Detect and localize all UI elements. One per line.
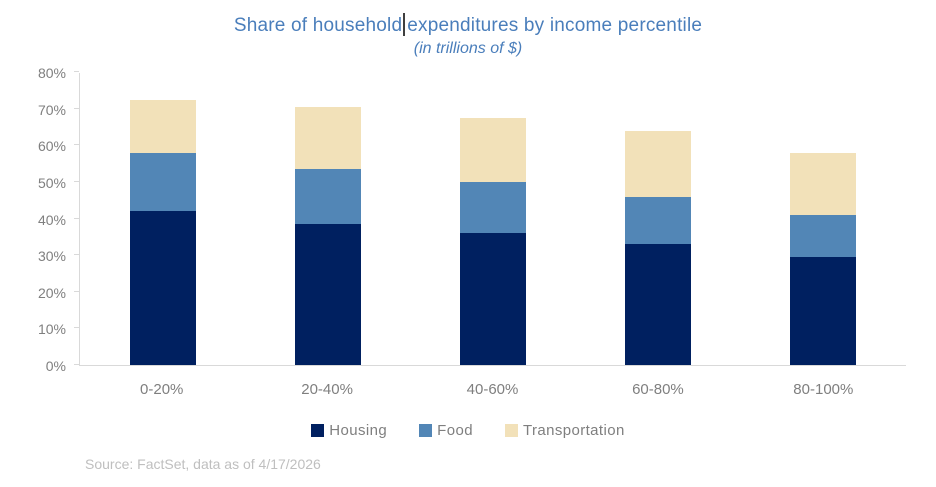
legend-swatch-icon — [419, 424, 433, 437]
legend-label: Transportation — [522, 422, 625, 439]
y-axis-label: 50% — [37, 174, 66, 191]
bar-segment-housing[interactable] — [790, 256, 857, 365]
y-axis-tick — [74, 290, 79, 292]
bar-segment-food[interactable] — [790, 214, 857, 257]
bar-slot — [245, 73, 410, 365]
legend-item-housing[interactable]: Housing — [311, 422, 387, 439]
y-axis-tick — [74, 71, 79, 72]
stacked-bar-20-40%[interactable] — [294, 106, 361, 365]
y-axis-label: 20% — [37, 284, 66, 301]
y-axis-tick — [74, 327, 79, 329]
legend-swatch-icon — [504, 424, 518, 437]
x-axis-label: 40-60% — [466, 381, 519, 398]
y-axis: 0% 10% 20% 30% 40% 50% 60% 70% 80% — [0, 65, 66, 374]
plot-area — [74, 71, 906, 366]
legend-label: Housing — [329, 422, 388, 439]
legend-label: Food — [437, 422, 473, 439]
x-axis-label: 20-40% — [301, 381, 353, 398]
legend: Housing Food Transportation — [0, 422, 936, 439]
bar-segment-housing[interactable] — [460, 233, 526, 365]
chart-title-text-right: expenditures by income percentile — [407, 15, 703, 36]
bar-segment-food[interactable] — [460, 181, 526, 234]
bar-slot — [741, 73, 906, 365]
bar-segment-housing[interactable] — [625, 244, 692, 365]
y-axis-label: 80% — [37, 65, 66, 81]
y-axis-label: 70% — [37, 101, 66, 118]
text-cursor — [403, 13, 406, 36]
y-axis-tick — [74, 180, 79, 182]
bar-segment-transportation[interactable] — [625, 130, 692, 197]
bar-slot — [80, 73, 245, 365]
bar-segment-food[interactable] — [294, 169, 361, 224]
bar-segment-transportation[interactable] — [790, 152, 857, 215]
y-axis-tick — [74, 364, 79, 365]
stacked-bar-0-20%[interactable] — [129, 99, 196, 365]
x-axis-label: 60-80% — [632, 381, 684, 398]
y-axis-tick — [74, 217, 79, 219]
chart-title[interactable]: Share of household expenditures by income… — [0, 13, 936, 37]
legend-item-food[interactable]: Food — [419, 422, 473, 439]
y-axis-label: 30% — [37, 248, 66, 265]
chart-title-text-left: Share of household — [233, 15, 403, 36]
bar-segment-transportation[interactable] — [129, 99, 196, 153]
y-axis-tick — [74, 107, 79, 109]
x-axis-label: 0-20% — [140, 381, 184, 398]
chart-subtitle[interactable]: (in trillions of $) — [413, 40, 523, 57]
bar-segment-food[interactable] — [129, 152, 196, 212]
stacked-bar-80-100%[interactable] — [790, 152, 857, 365]
bar-segment-housing[interactable] — [129, 211, 196, 365]
bars-row — [80, 73, 906, 365]
legend-item-transportation[interactable]: Transportation — [504, 422, 625, 439]
bar-slot — [576, 73, 741, 365]
legend-swatch-icon — [311, 424, 325, 437]
y-axis-label: 60% — [37, 138, 66, 155]
y-axis-label: 40% — [37, 211, 66, 228]
stacked-bar-40-60%[interactable] — [460, 117, 526, 365]
y-axis-tick — [74, 144, 79, 146]
bar-segment-transportation[interactable] — [460, 117, 526, 182]
bar-segment-food[interactable] — [625, 196, 692, 245]
bar-segment-housing[interactable] — [294, 224, 361, 365]
y-axis-label: 0% — [45, 358, 66, 374]
y-axis-tick — [74, 254, 79, 256]
x-axis: 0-20% 20-40% 40-60% 60-80% 80-100% — [79, 381, 906, 398]
x-axis-label: 80-100% — [793, 381, 854, 398]
bar-slot — [410, 73, 575, 365]
stacked-bar-60-80%[interactable] — [625, 130, 692, 365]
y-axis-label: 10% — [37, 321, 66, 338]
bar-segment-transportation[interactable] — [294, 106, 361, 170]
source-note: Source: FactSet, data as of 4/17/2026 — [85, 456, 321, 472]
